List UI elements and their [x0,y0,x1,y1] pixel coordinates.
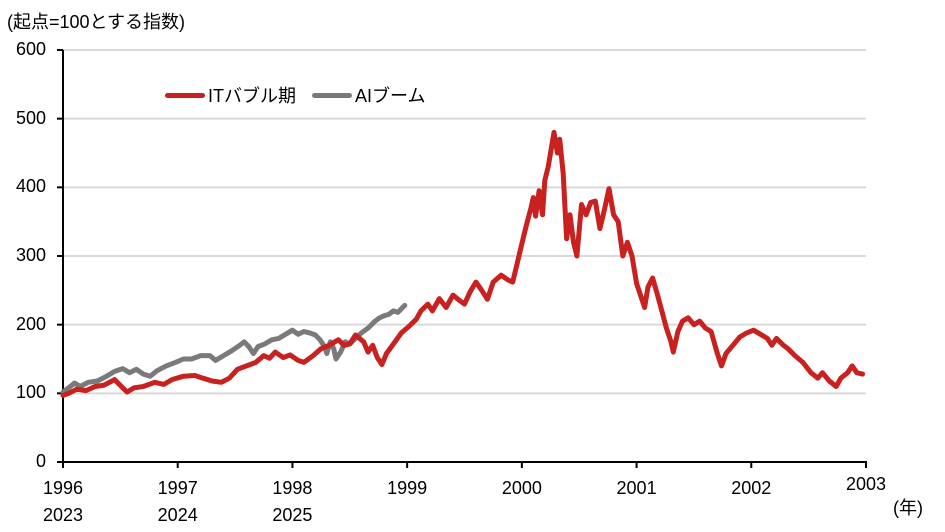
gridlines [63,49,866,395]
x-tick-label-secondary: 2024 [157,505,198,525]
data-series [60,129,866,398]
series-line [60,302,408,395]
legend-label: AIブーム [355,86,426,106]
legend-item-ai-boom: AIブーム [312,82,425,108]
x-tick-label: 1999 [387,478,428,498]
y-axis-unit-label: (起点=100とする指数) [7,12,185,32]
x-tick-label: 2001 [616,478,657,498]
x-axis-unit-label: (年) [893,498,923,518]
axes [57,49,867,468]
x-tick-label: 2003 [845,474,887,494]
y-tick-label: 200 [15,313,46,334]
legend-label: ITバブル期 [208,86,296,106]
legend-swatch-gray [312,92,352,98]
y-tick-label: 100 [15,382,46,403]
x-tick-label: 1996 [42,478,84,498]
y-tick-label: 0 [35,451,46,471]
x-tick-label-secondary: 2025 [272,505,313,525]
x-tick-label: 2002 [731,478,772,498]
y-tick-label: 300 [15,245,46,265]
legend-item-it-bubble: ITバブル期 [165,82,296,108]
y-tick-label: 600 [15,39,46,59]
x-tick-label: 1998 [272,478,313,498]
series-line [60,129,866,398]
x-tick-label: 2000 [501,478,542,498]
x-tick-label: 1997 [157,478,198,498]
legend: ITバブル期 AIブーム [165,82,441,108]
x-tick-label-secondary: 2023 [42,505,84,525]
y-tick-label: 400 [15,176,46,197]
y-tick-label: 500 [15,107,46,128]
legend-swatch-red [165,92,205,98]
